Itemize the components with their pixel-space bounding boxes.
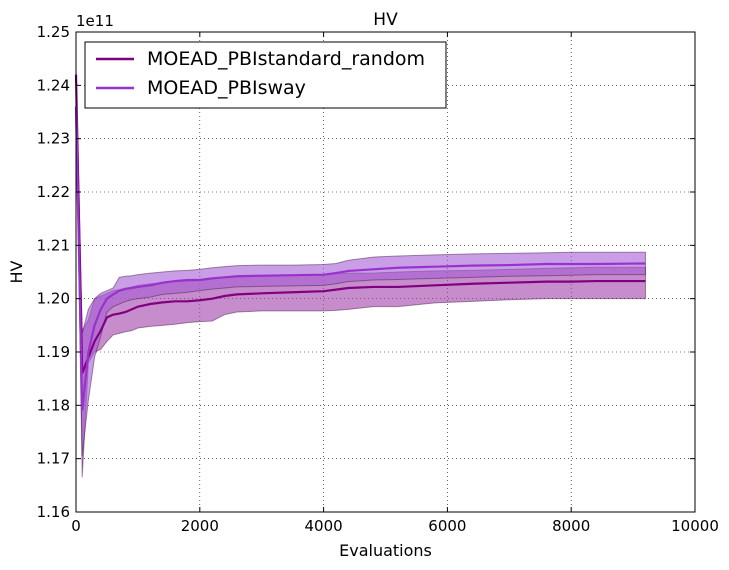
y-tick-label: 1.18 bbox=[37, 396, 70, 414]
y-tick-label: 1.17 bbox=[37, 450, 70, 468]
y-axis-label: HV bbox=[7, 260, 26, 283]
x-tick-label: 2000 bbox=[181, 517, 219, 535]
band-series-2 bbox=[75, 101, 646, 457]
x-tick-label: 6000 bbox=[428, 517, 466, 535]
legend: MOEAD_PBIstandard_random MOEAD_PBIsway bbox=[84, 41, 447, 109]
plot-frame bbox=[75, 31, 696, 513]
y-tick-label: 1.16 bbox=[37, 503, 70, 521]
y-tick-label: 1.25 bbox=[37, 23, 70, 41]
axis-ticks: 0 2000 4000 6000 8000 10000 1.16 1.17 1.18 1.19 1.… bbox=[37, 23, 719, 535]
series-lines bbox=[74, 74, 646, 411]
legend-label-1: MOEAD_PBIstandard_random bbox=[147, 48, 425, 70]
y-tick-label: 1.21 bbox=[37, 236, 70, 254]
legend-box bbox=[84, 41, 447, 109]
y-tick-label: 1.19 bbox=[37, 343, 70, 361]
x-tick-label: 8000 bbox=[552, 517, 590, 535]
x-tick-label: 4000 bbox=[305, 517, 343, 535]
line-series-2 bbox=[74, 106, 646, 411]
y-tick-label: 1.20 bbox=[37, 290, 70, 308]
legend-label-2: MOEAD_PBIsway bbox=[147, 77, 306, 99]
line-series-1 bbox=[74, 74, 646, 374]
y-tick-label: 1.22 bbox=[37, 183, 70, 201]
y-tick-label: 1.23 bbox=[37, 130, 70, 148]
y-tick-label: 1.24 bbox=[37, 76, 70, 94]
confidence-bands bbox=[75, 69, 646, 478]
chart-title: HV bbox=[373, 10, 398, 30]
x-tick-label: 0 bbox=[71, 517, 81, 535]
x-tick-label: 10000 bbox=[671, 517, 719, 535]
y-axis-offset-label: 1e11 bbox=[76, 12, 114, 30]
x-axis-label: Evaluations bbox=[339, 541, 432, 560]
